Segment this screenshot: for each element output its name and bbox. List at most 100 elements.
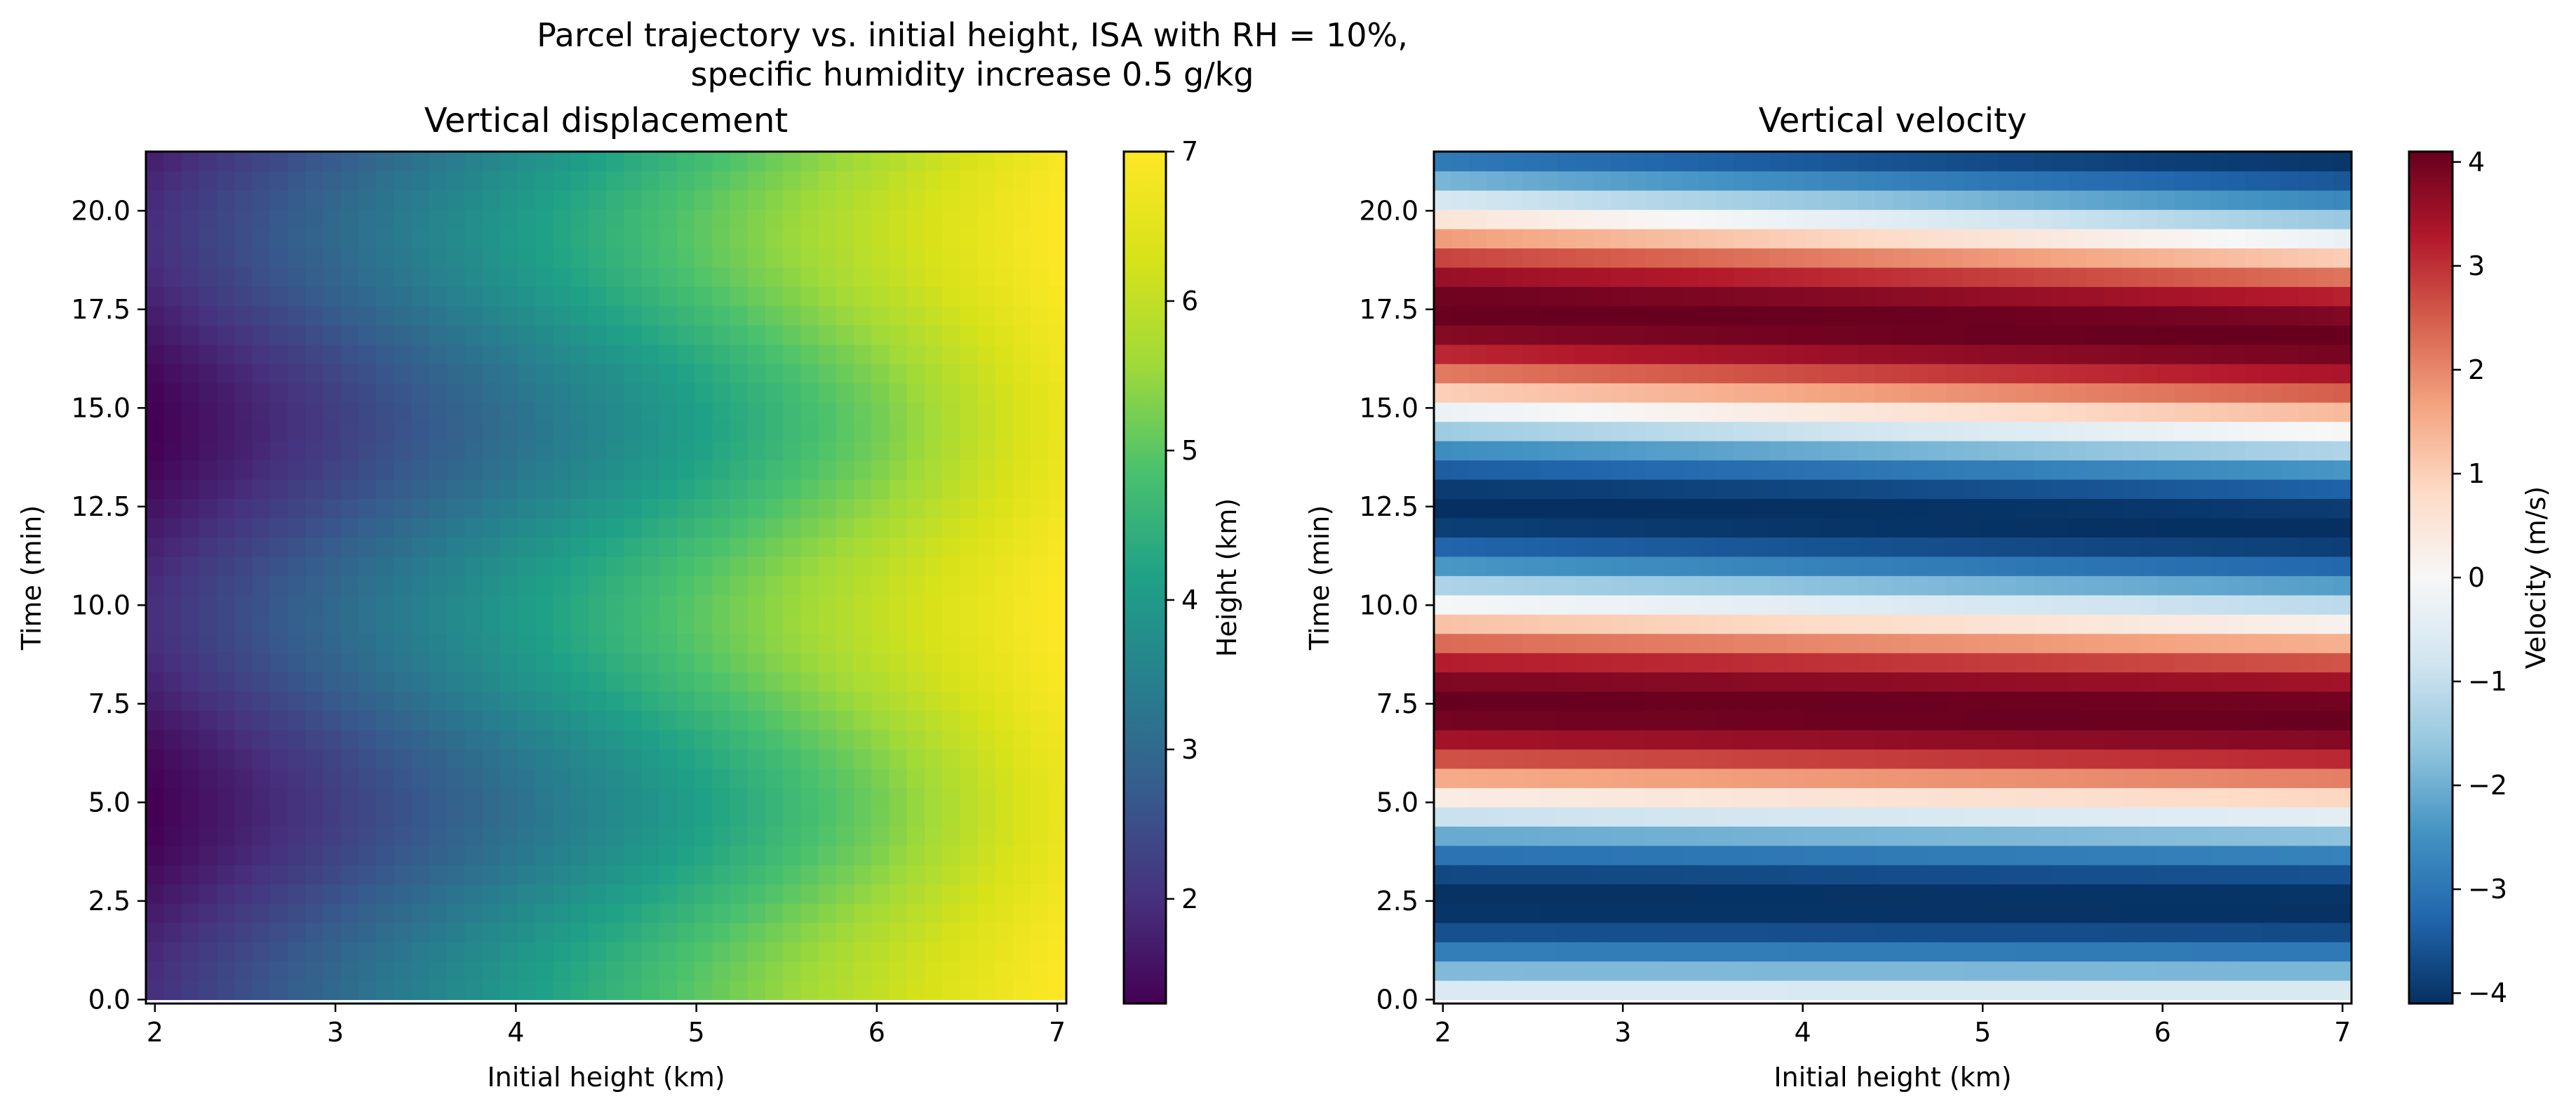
heatmap-cell bbox=[1681, 749, 1700, 769]
heatmap-cell bbox=[234, 826, 253, 846]
heatmap-cell bbox=[1874, 537, 1893, 557]
heatmap-cell bbox=[288, 941, 306, 962]
heatmap-cell bbox=[1910, 787, 1928, 808]
heatmap-cell bbox=[1893, 344, 1911, 364]
heatmap-cell bbox=[2298, 672, 2317, 692]
heatmap-cell bbox=[2104, 460, 2123, 480]
heatmap-cell bbox=[394, 325, 412, 345]
heatmap-cell bbox=[695, 228, 713, 249]
heatmap-cell bbox=[641, 421, 660, 441]
heatmap-cell bbox=[411, 498, 430, 519]
heatmap-cell bbox=[730, 517, 749, 538]
heatmap-cell bbox=[1592, 498, 1611, 519]
heatmap-cell bbox=[747, 594, 766, 615]
heatmap-cell bbox=[234, 517, 253, 538]
heatmap-cell bbox=[2051, 672, 2070, 692]
heatmap-cell bbox=[1540, 421, 1558, 441]
heatmap-cell bbox=[730, 941, 749, 962]
heatmap-cell bbox=[1857, 364, 1876, 384]
heatmap-cell bbox=[854, 498, 873, 519]
colorbar-tick-label: 6 bbox=[1181, 286, 1198, 316]
heatmap-cell bbox=[641, 248, 660, 268]
heatmap-cell bbox=[1698, 826, 1717, 846]
heatmap-cell bbox=[2069, 768, 2088, 788]
heatmap-cell bbox=[977, 440, 996, 461]
heatmap-cell bbox=[2210, 286, 2229, 307]
heatmap-cell bbox=[535, 865, 554, 885]
heatmap-cell bbox=[730, 286, 749, 307]
heatmap-cell bbox=[199, 189, 217, 211]
heatmap-cell bbox=[2281, 884, 2300, 904]
heatmap-cell bbox=[411, 479, 430, 500]
heatmap-cell bbox=[871, 517, 890, 538]
heatmap-cell bbox=[836, 961, 854, 981]
heatmap-cell bbox=[499, 537, 518, 557]
heatmap-cell bbox=[288, 189, 306, 211]
heatmap-cell bbox=[1451, 305, 1470, 326]
heatmap-cell bbox=[376, 787, 395, 808]
heatmap-cell bbox=[889, 941, 908, 962]
heatmap-cell bbox=[553, 248, 572, 268]
heatmap-cell bbox=[1031, 691, 1049, 712]
heatmap-cell bbox=[1451, 729, 1470, 750]
heatmap-cell bbox=[1013, 903, 1031, 924]
heatmap-cell bbox=[1998, 209, 2017, 229]
heatmap-cell bbox=[712, 941, 731, 962]
heatmap-cell bbox=[1469, 710, 1488, 731]
heatmap-cell bbox=[2121, 922, 2140, 942]
heatmap-cell bbox=[2333, 884, 2352, 904]
heatmap-cell bbox=[499, 248, 518, 268]
heatmap-cell bbox=[2263, 382, 2281, 403]
heatmap-cell bbox=[2086, 498, 2105, 519]
heatmap-cell bbox=[1048, 594, 1067, 615]
heatmap-cell bbox=[995, 517, 1014, 538]
heatmap-cell bbox=[1540, 922, 1558, 942]
heatmap-cell bbox=[2333, 575, 2352, 596]
heatmap-cell bbox=[553, 325, 572, 345]
heatmap-cell bbox=[1451, 806, 1470, 827]
y-tick-label: 12.5 bbox=[1359, 491, 1418, 522]
heatmap-cell bbox=[163, 402, 182, 422]
heatmap-cell bbox=[2175, 691, 2194, 712]
heatmap-cell bbox=[1769, 152, 1787, 172]
heatmap-cell bbox=[2245, 614, 2264, 634]
heatmap-cell bbox=[1487, 325, 1505, 345]
heatmap-cell bbox=[1575, 382, 1594, 403]
heatmap-cell bbox=[588, 286, 607, 307]
heatmap-cell bbox=[2281, 460, 2300, 480]
heatmap-cell bbox=[535, 845, 554, 865]
heatmap-cell bbox=[1698, 325, 1717, 345]
heatmap-cell bbox=[394, 286, 412, 307]
heatmap-cell bbox=[1451, 845, 1470, 865]
heatmap-cell bbox=[1013, 691, 1031, 712]
heatmap-cell bbox=[1910, 537, 1928, 557]
heatmap-cell bbox=[1575, 498, 1594, 519]
heatmap-cell bbox=[2333, 267, 2352, 287]
heatmap-cell bbox=[1822, 421, 1841, 441]
heatmap-cell bbox=[217, 344, 236, 364]
heatmap-cell bbox=[2227, 364, 2246, 384]
heatmap-cell bbox=[818, 903, 837, 924]
heatmap-cell bbox=[1998, 556, 2017, 576]
heatmap-cell bbox=[1540, 152, 1558, 172]
heatmap-cell bbox=[146, 614, 165, 634]
heatmap-cell bbox=[1857, 633, 1876, 653]
heatmap-cell bbox=[323, 941, 342, 962]
heatmap-cell bbox=[1628, 768, 1646, 788]
heatmap-cell bbox=[641, 691, 660, 712]
heatmap-cell bbox=[1592, 189, 1611, 211]
heatmap-cell bbox=[1540, 941, 1558, 962]
heatmap-cell bbox=[765, 672, 784, 692]
heatmap-cell bbox=[2121, 402, 2140, 422]
heatmap-cell bbox=[269, 865, 288, 885]
heatmap-cell bbox=[765, 344, 784, 364]
heatmap-cell bbox=[1980, 421, 1999, 441]
heatmap-cell bbox=[1487, 537, 1505, 557]
heatmap-cell bbox=[854, 286, 873, 307]
heatmap-cell bbox=[995, 460, 1014, 480]
heatmap-cell bbox=[1698, 479, 1717, 500]
heatmap-cell bbox=[2333, 806, 2352, 827]
heatmap-cell bbox=[1804, 653, 1823, 673]
heatmap-cell bbox=[2210, 517, 2229, 538]
heatmap-cell bbox=[447, 865, 465, 885]
